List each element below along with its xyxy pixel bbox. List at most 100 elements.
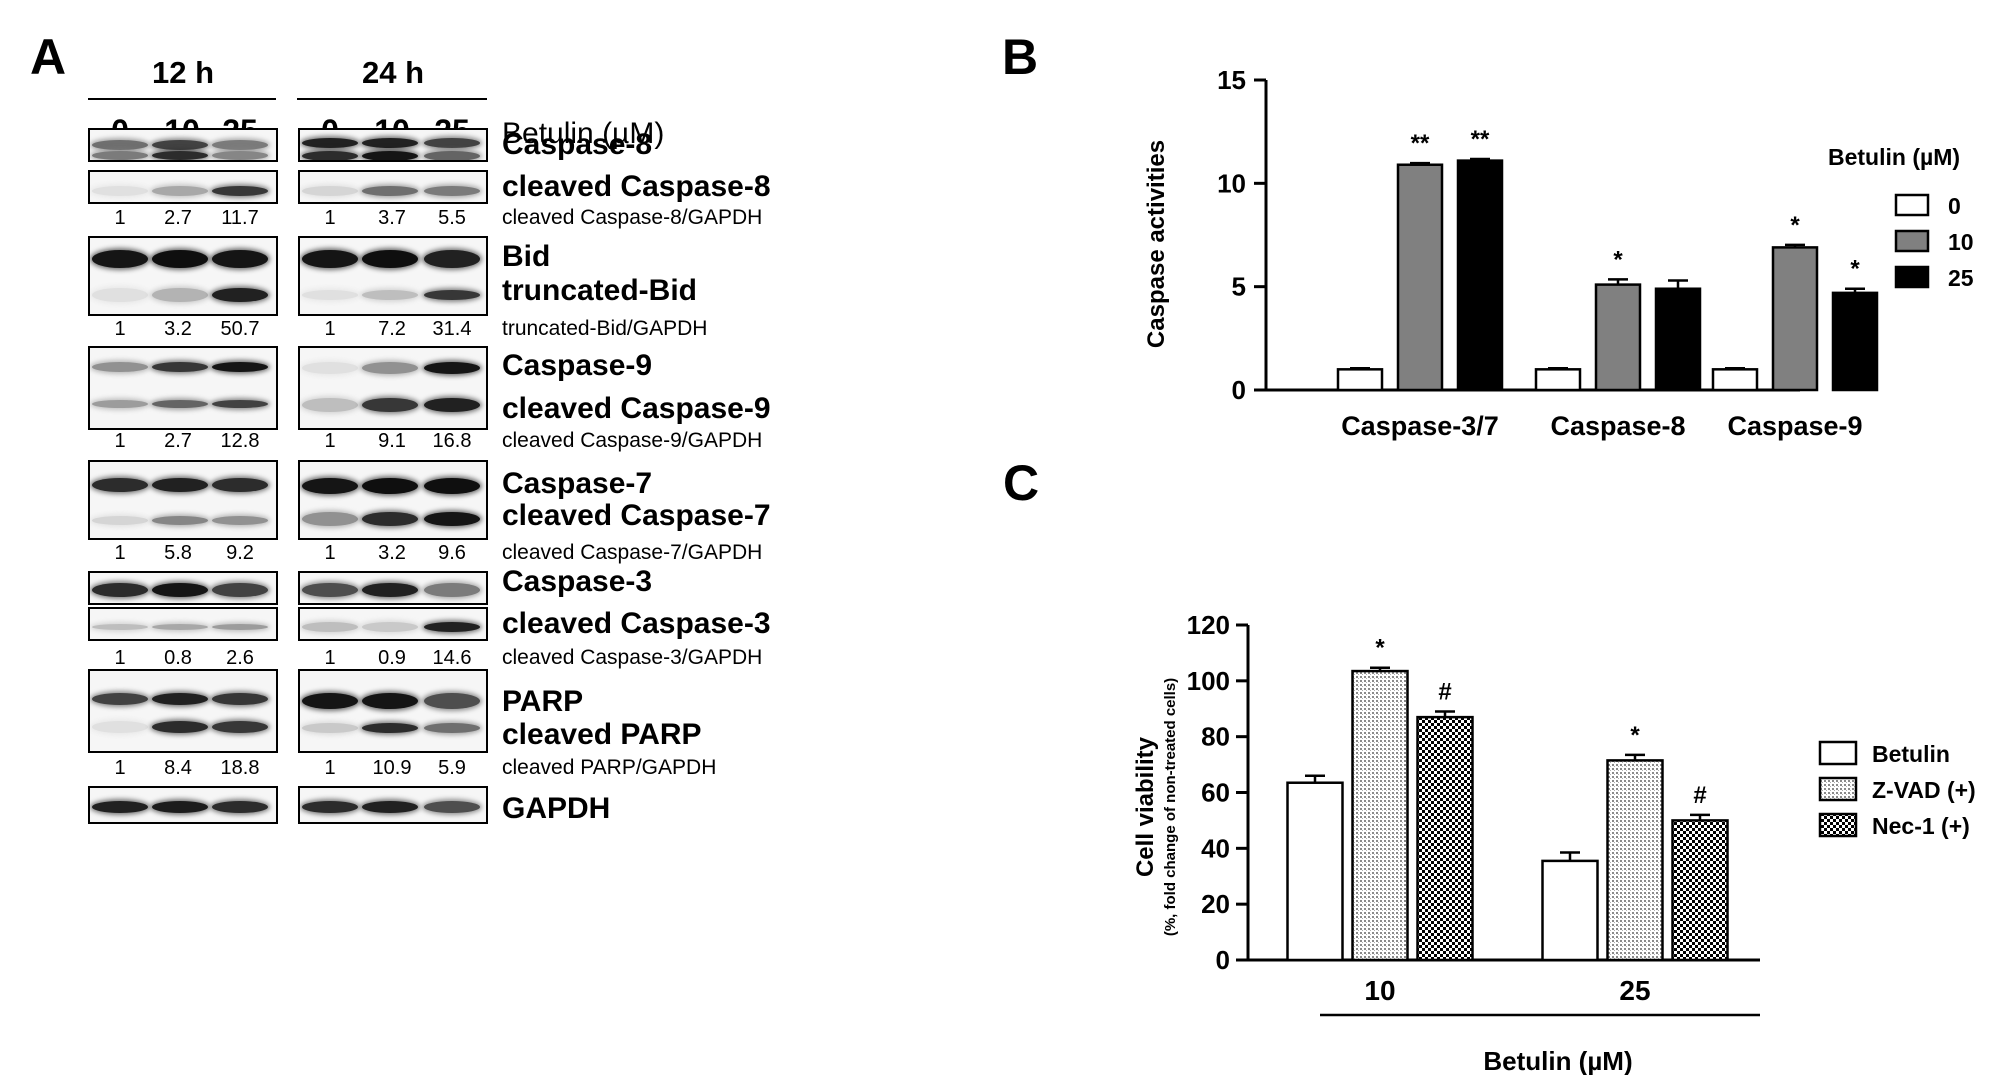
blot-band xyxy=(152,186,208,196)
blot-band xyxy=(212,151,268,160)
ratio-value: 14.6 xyxy=(432,647,472,669)
bar xyxy=(1456,159,1504,392)
ratio-value: 0.8 xyxy=(164,647,192,669)
blot-band xyxy=(92,250,148,268)
x-tick-label: 10 xyxy=(1364,975,1395,1006)
blot-band xyxy=(362,478,418,494)
y-tick-label: 40 xyxy=(1201,833,1230,863)
blot-band xyxy=(92,140,148,150)
blot-band xyxy=(152,801,208,813)
blot-label-cleaved-caspase-3: cleaved Caspase-3 xyxy=(502,607,771,640)
blot-band xyxy=(362,583,418,597)
blot-strip xyxy=(298,460,488,540)
blot-band xyxy=(424,186,480,196)
ratio-label-cleaved-caspase-7: cleaved Caspase-7/GAPDH xyxy=(502,541,763,564)
blot-band xyxy=(362,398,418,412)
blot-strip xyxy=(298,786,488,824)
x-tick-label: Caspase-8 xyxy=(1550,411,1685,441)
bar xyxy=(1594,283,1642,392)
blot-label-cleaved-caspase-7: cleaved Caspase-7 xyxy=(502,499,771,532)
ratio-value: 16.8 xyxy=(432,430,472,452)
ratio-value: 1 xyxy=(324,647,336,669)
ratio-value: 31.4 xyxy=(432,318,472,340)
ratio-value: 2.6 xyxy=(226,647,254,669)
chart-b-legend-title: Betulin (µM) xyxy=(1828,144,1960,170)
blot-band xyxy=(302,362,358,374)
ratio-value: 3.2 xyxy=(378,542,406,564)
ratio-value: 18.8 xyxy=(220,757,260,779)
ratio-label-cleaved-caspase-3: cleaved Caspase-3/GAPDH xyxy=(502,646,763,669)
blot-band xyxy=(362,801,418,813)
chart-c-xlabel: Betulin (µM) xyxy=(1483,1046,1632,1075)
bar xyxy=(1831,291,1879,392)
blot-band xyxy=(152,362,208,372)
ratio-value: 1 xyxy=(114,647,126,669)
bar xyxy=(1654,287,1702,392)
blot-band xyxy=(302,250,358,268)
blot-band xyxy=(212,721,268,733)
bar xyxy=(1396,163,1444,392)
blot-label-parp: PARP xyxy=(502,685,584,718)
blot-strip xyxy=(298,170,488,204)
blot-band xyxy=(362,250,418,268)
blot-band xyxy=(92,801,148,813)
blot-band xyxy=(424,512,480,526)
blot-band xyxy=(362,723,418,733)
ratio-value: 9.1 xyxy=(378,430,406,452)
bar xyxy=(1351,669,1409,962)
significance-mark: * xyxy=(1375,635,1385,662)
blot-label-caspase-9: Caspase-9 xyxy=(502,349,653,382)
blot-strip xyxy=(88,460,278,540)
blot-band xyxy=(212,288,268,302)
chart-c-ylabel: Cell viability xyxy=(1132,736,1159,877)
blot-band xyxy=(152,721,208,733)
blot-band xyxy=(424,362,480,374)
blot-label-cleaved-parp: cleaved PARP xyxy=(502,718,702,751)
blot-band xyxy=(302,138,358,148)
ratio-value: 10.9 xyxy=(372,757,412,779)
x-tick-label: Caspase-9 xyxy=(1727,411,1862,441)
legend-label: 25 xyxy=(1948,265,1974,291)
significance-mark: # xyxy=(1438,679,1451,706)
blot-band xyxy=(424,250,480,268)
blot-band xyxy=(424,723,480,733)
blot-band xyxy=(362,512,418,526)
blot-band xyxy=(92,693,148,705)
blot-band xyxy=(152,583,208,597)
blot-label-bid: Bid xyxy=(502,240,551,273)
blot-band xyxy=(212,400,268,408)
blot-band xyxy=(92,400,148,408)
ratio-value: 3.7 xyxy=(378,207,406,229)
ratio-label-truncated-bid: truncated-Bid/GAPDH xyxy=(502,317,708,340)
ratio-value: 1 xyxy=(324,430,336,452)
ratio-value: 11.7 xyxy=(221,207,259,229)
blot-band xyxy=(424,622,480,632)
y-tick-label: 80 xyxy=(1201,722,1230,752)
time-underline-12h xyxy=(88,98,276,100)
ratio-label-cleaved-caspase-8: cleaved Caspase-8/GAPDH xyxy=(502,206,763,229)
legend-swatch xyxy=(1894,193,1930,217)
blot-band xyxy=(92,583,148,597)
blot-band xyxy=(92,516,148,525)
legend-swatch xyxy=(1818,776,1858,802)
blot-band xyxy=(424,693,480,709)
blot-band xyxy=(92,721,148,733)
legend-swatch xyxy=(1894,229,1930,253)
chart-c-ylabel-sub: (%, fold change of non-treated cells) xyxy=(1162,678,1179,936)
ratio-value: 1 xyxy=(114,542,126,564)
blot-band xyxy=(152,516,208,525)
blot-band xyxy=(212,583,268,597)
blot-band xyxy=(302,693,358,709)
bar xyxy=(1671,819,1729,962)
legend-swatch xyxy=(1818,812,1858,838)
ratio-value: 2.7 xyxy=(164,207,192,229)
ratio-value: 2.7 xyxy=(164,430,192,452)
blot-strip xyxy=(298,571,488,605)
blot-band xyxy=(302,398,358,412)
blot-band xyxy=(212,801,268,813)
ratio-value: 1 xyxy=(324,207,336,229)
blot-strip xyxy=(88,346,278,430)
bar xyxy=(1541,859,1599,962)
blot-band xyxy=(92,186,148,196)
blot-band xyxy=(152,400,208,408)
